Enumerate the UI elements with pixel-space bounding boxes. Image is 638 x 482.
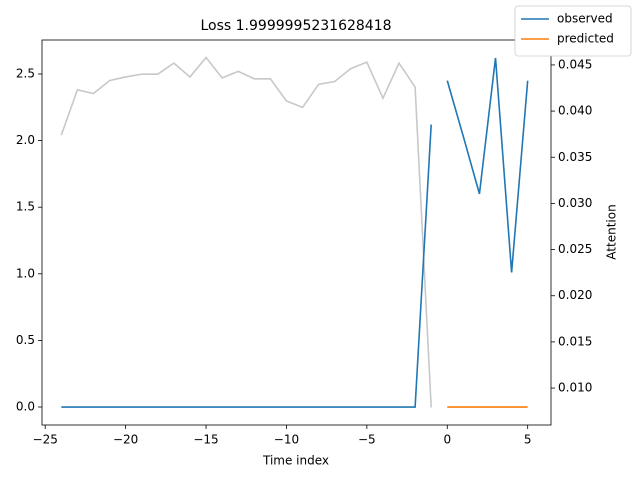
x-tick-label: 5: [524, 433, 532, 447]
y2-tick-label: 0.030: [558, 196, 592, 210]
series-line: [60, 56, 432, 408]
y-tick-label: 1.0: [16, 266, 35, 280]
y-tick-label: 0.0: [16, 400, 35, 414]
y2-tick-label: 0.040: [558, 104, 592, 118]
y-tick-label: 2.0: [16, 133, 35, 147]
series-line: [446, 57, 529, 273]
x-tick-label: 0: [443, 433, 451, 447]
y-tick-label: 2.5: [16, 66, 35, 80]
legend-label: observed: [557, 12, 613, 26]
y2-tick-label: 0.045: [558, 57, 592, 71]
axes-frame: [41, 39, 552, 426]
legend-label: predicted: [557, 32, 614, 46]
x-axis-label: Time index: [262, 454, 329, 468]
y-tick-label: 0.5: [16, 333, 35, 347]
chart-title: Loss 1.9999995231628418: [200, 18, 391, 34]
x-tick-label: −25: [33, 433, 58, 447]
y2-tick-label: 0.025: [558, 242, 592, 256]
y-tick-label: 1.5: [16, 200, 35, 214]
series-line: [61, 124, 432, 408]
y2-tick-label: 0.015: [558, 334, 592, 348]
x-tick-label: −10: [274, 433, 299, 447]
y2-tick-label: 0.020: [558, 288, 592, 302]
x-tick-label: −15: [193, 433, 218, 447]
y2-tick-label: 0.035: [558, 150, 592, 164]
y2-axis-label: Attention: [605, 204, 619, 259]
y2-tick-label: 0.010: [558, 381, 592, 395]
x-tick-label: −20: [113, 433, 138, 447]
x-tick-label: −5: [358, 433, 376, 447]
